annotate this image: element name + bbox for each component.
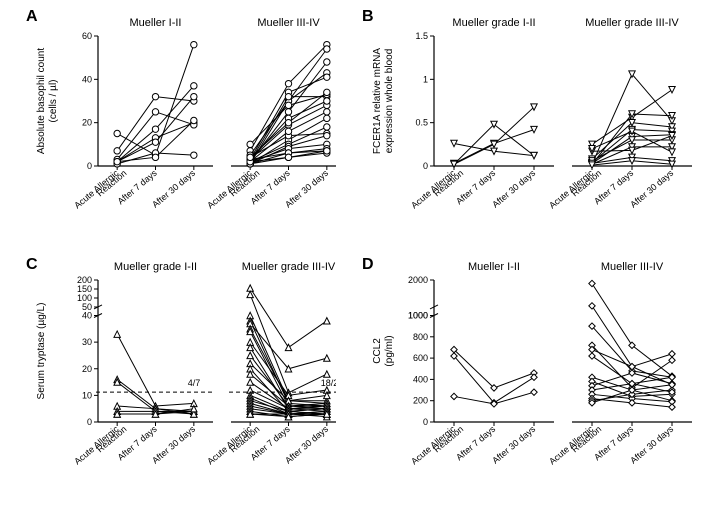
svg-text:(pg/ml): (pg/ml) — [384, 335, 395, 366]
svg-text:Mueller grade III-IV: Mueller grade III-IV — [242, 261, 336, 273]
svg-text:After 30 days: After 30 days — [628, 424, 675, 466]
svg-text:0.5: 0.5 — [415, 118, 428, 128]
svg-text:200: 200 — [413, 396, 428, 406]
svg-text:50: 50 — [82, 302, 92, 312]
svg-text:0: 0 — [423, 417, 428, 427]
svg-text:40: 40 — [82, 74, 92, 84]
svg-text:expression whole blood: expression whole blood — [384, 49, 395, 154]
panel-B: B 0 0.5 1 1.5 FCER1A relative mRNAexpression … — [362, 8, 692, 240]
svg-text:FCER1A relative mRNA: FCER1A relative mRNA — [372, 48, 383, 154]
svg-text:2000: 2000 — [408, 275, 428, 285]
svg-text:60: 60 — [82, 31, 92, 41]
svg-text:0: 0 — [87, 161, 92, 171]
svg-text:(cells / µl): (cells / µl) — [48, 80, 59, 123]
panel-svg-B: 0 0.5 1 1.5 FCER1A relative mRNAexpression w… — [362, 8, 692, 240]
panel-svg-C: 0 10 20 30 4050100150200 Serum tryptase (µg/L… — [26, 256, 336, 500]
svg-text:0: 0 — [87, 417, 92, 427]
svg-text:Serum tryptase (µg/L): Serum tryptase (µg/L) — [36, 303, 47, 400]
panel-label-C: C — [26, 256, 38, 274]
svg-text:After 30 days: After 30 days — [490, 424, 537, 466]
svg-text:200: 200 — [77, 275, 92, 285]
svg-text:40: 40 — [82, 311, 92, 321]
svg-text:Mueller I-II: Mueller I-II — [468, 261, 520, 273]
svg-text:20: 20 — [82, 118, 92, 128]
panel-svg-A: 0 20 40 60 Absolute basophil count(cells / µ… — [26, 8, 336, 240]
svg-text:400: 400 — [413, 374, 428, 384]
svg-text:Mueller III-IV: Mueller III-IV — [601, 261, 664, 273]
panel-D: D0200400600800100010002000CCL2(pg/ml)Acu… — [362, 256, 692, 500]
svg-text:Mueller III-IV: Mueller III-IV — [257, 17, 320, 29]
panel-C: C 0 10 20 30 4050100150200 Serum tryptase (µg/… — [26, 256, 336, 500]
svg-text:1.5: 1.5 — [415, 31, 428, 41]
svg-text:600: 600 — [413, 353, 428, 363]
panel-label-D: D — [362, 256, 374, 274]
svg-text:10: 10 — [82, 390, 92, 400]
svg-text:After 30 days: After 30 days — [628, 168, 675, 210]
panel-label-B: B — [362, 8, 374, 26]
svg-text:0: 0 — [423, 161, 428, 171]
panel-label-A: A — [26, 8, 38, 26]
svg-text:Mueller grade III-IV: Mueller grade III-IV — [585, 17, 679, 29]
panel-svg-D: 0200400600800100010002000CCL2(pg/ml)Acut… — [362, 256, 692, 500]
svg-text:After 30 days: After 30 days — [490, 168, 537, 210]
svg-text:30: 30 — [82, 337, 92, 347]
figure-root: A 0 20 40 60 Absolute basophil count(cells / … — [0, 0, 708, 507]
svg-text:800: 800 — [413, 332, 428, 342]
svg-text:18/24: 18/24 — [321, 378, 336, 388]
svg-text:20: 20 — [82, 364, 92, 374]
svg-text:Mueller I-II: Mueller I-II — [130, 17, 182, 29]
svg-text:150: 150 — [77, 284, 92, 294]
svg-text:Absolute basophil count: Absolute basophil count — [36, 48, 47, 154]
svg-text:4/7: 4/7 — [188, 378, 201, 388]
svg-text:CCL2: CCL2 — [372, 338, 383, 364]
svg-text:Mueller grade I-II: Mueller grade I-II — [114, 261, 197, 273]
svg-text:1: 1 — [423, 74, 428, 84]
svg-text:100: 100 — [77, 293, 92, 303]
panel-A: A 0 20 40 60 Absolute basophil count(cells / … — [26, 8, 336, 240]
svg-text:Mueller grade I-II: Mueller grade I-II — [452, 17, 535, 29]
svg-text:1000: 1000 — [408, 311, 428, 321]
